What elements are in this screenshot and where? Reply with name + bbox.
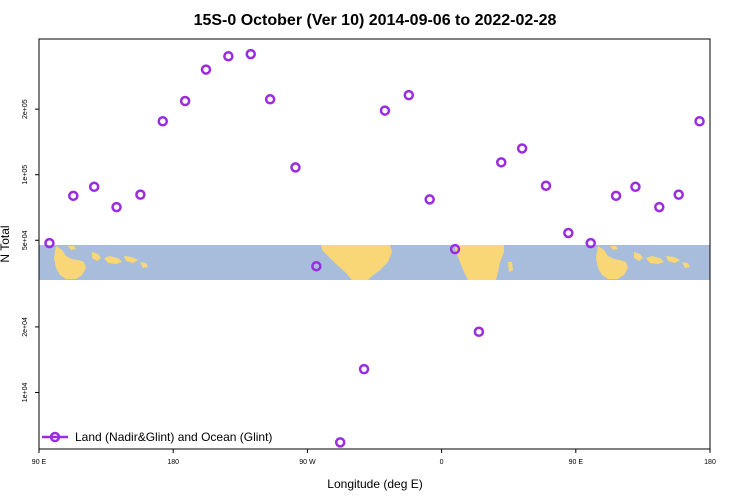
plot-frame bbox=[38, 38, 711, 450]
x-tick-label: 180 bbox=[167, 459, 179, 466]
data-point bbox=[540, 180, 552, 191]
data-point bbox=[311, 260, 322, 272]
map-land bbox=[54, 245, 690, 280]
data-point bbox=[44, 237, 55, 249]
data-point bbox=[585, 237, 596, 249]
y-axis: 1e+04 2e+04 5e+04 1e+05 2e+05 bbox=[22, 99, 39, 402]
legend: Land (Nadir&Glint) and Ocean (Glint) bbox=[42, 430, 272, 444]
data-point bbox=[179, 95, 191, 107]
chart-title: 15S-0 October (Ver 10) 2014-09-06 to 202… bbox=[194, 12, 557, 29]
data-point bbox=[334, 437, 346, 448]
data-point bbox=[290, 162, 301, 173]
data-point bbox=[473, 326, 485, 338]
data-point bbox=[200, 64, 212, 75]
data-point bbox=[424, 194, 435, 205]
y-tick-label: 2e+05 bbox=[22, 99, 29, 119]
data-point bbox=[449, 243, 461, 255]
x-tick-label: 0 bbox=[440, 459, 444, 466]
data-point bbox=[245, 48, 256, 60]
data-point bbox=[157, 116, 169, 127]
data-point bbox=[403, 89, 415, 101]
data-point bbox=[358, 363, 370, 375]
legend-marker bbox=[49, 431, 61, 443]
data-points bbox=[44, 48, 705, 448]
y-tick-label: 5e+04 bbox=[22, 230, 29, 250]
x-axis: 90 E 180 90 W 0 90 E 180 bbox=[32, 449, 716, 466]
data-point bbox=[379, 105, 391, 116]
world-map-strip bbox=[39, 245, 710, 280]
y-tick-label: 1e+04 bbox=[22, 383, 29, 403]
data-point bbox=[135, 189, 146, 200]
x-tick-label: 180 bbox=[704, 459, 716, 466]
y-tick-label: 1e+05 bbox=[22, 165, 29, 185]
y-tick-label: 2e+04 bbox=[22, 317, 29, 337]
data-point bbox=[495, 157, 507, 168]
data-point bbox=[88, 181, 100, 193]
y-axis-label: N Total bbox=[0, 225, 12, 262]
data-point bbox=[673, 189, 684, 200]
data-point bbox=[694, 116, 705, 127]
data-point bbox=[630, 181, 641, 193]
data-point bbox=[111, 201, 122, 213]
x-tick-label: 90 E bbox=[32, 459, 47, 466]
data-point bbox=[654, 201, 665, 213]
data-point bbox=[516, 143, 528, 154]
x-tick-label: 90 W bbox=[299, 459, 316, 466]
data-point bbox=[223, 50, 234, 62]
legend-entry-label: Land (Nadir&Glint) and Ocean (Glint) bbox=[75, 430, 272, 444]
data-point bbox=[68, 190, 79, 202]
x-tick-label: 90 E bbox=[569, 459, 584, 466]
data-point bbox=[610, 190, 622, 202]
data-point bbox=[264, 94, 276, 105]
data-point bbox=[563, 227, 574, 239]
x-axis-label: Longitude (deg E) bbox=[327, 477, 422, 491]
